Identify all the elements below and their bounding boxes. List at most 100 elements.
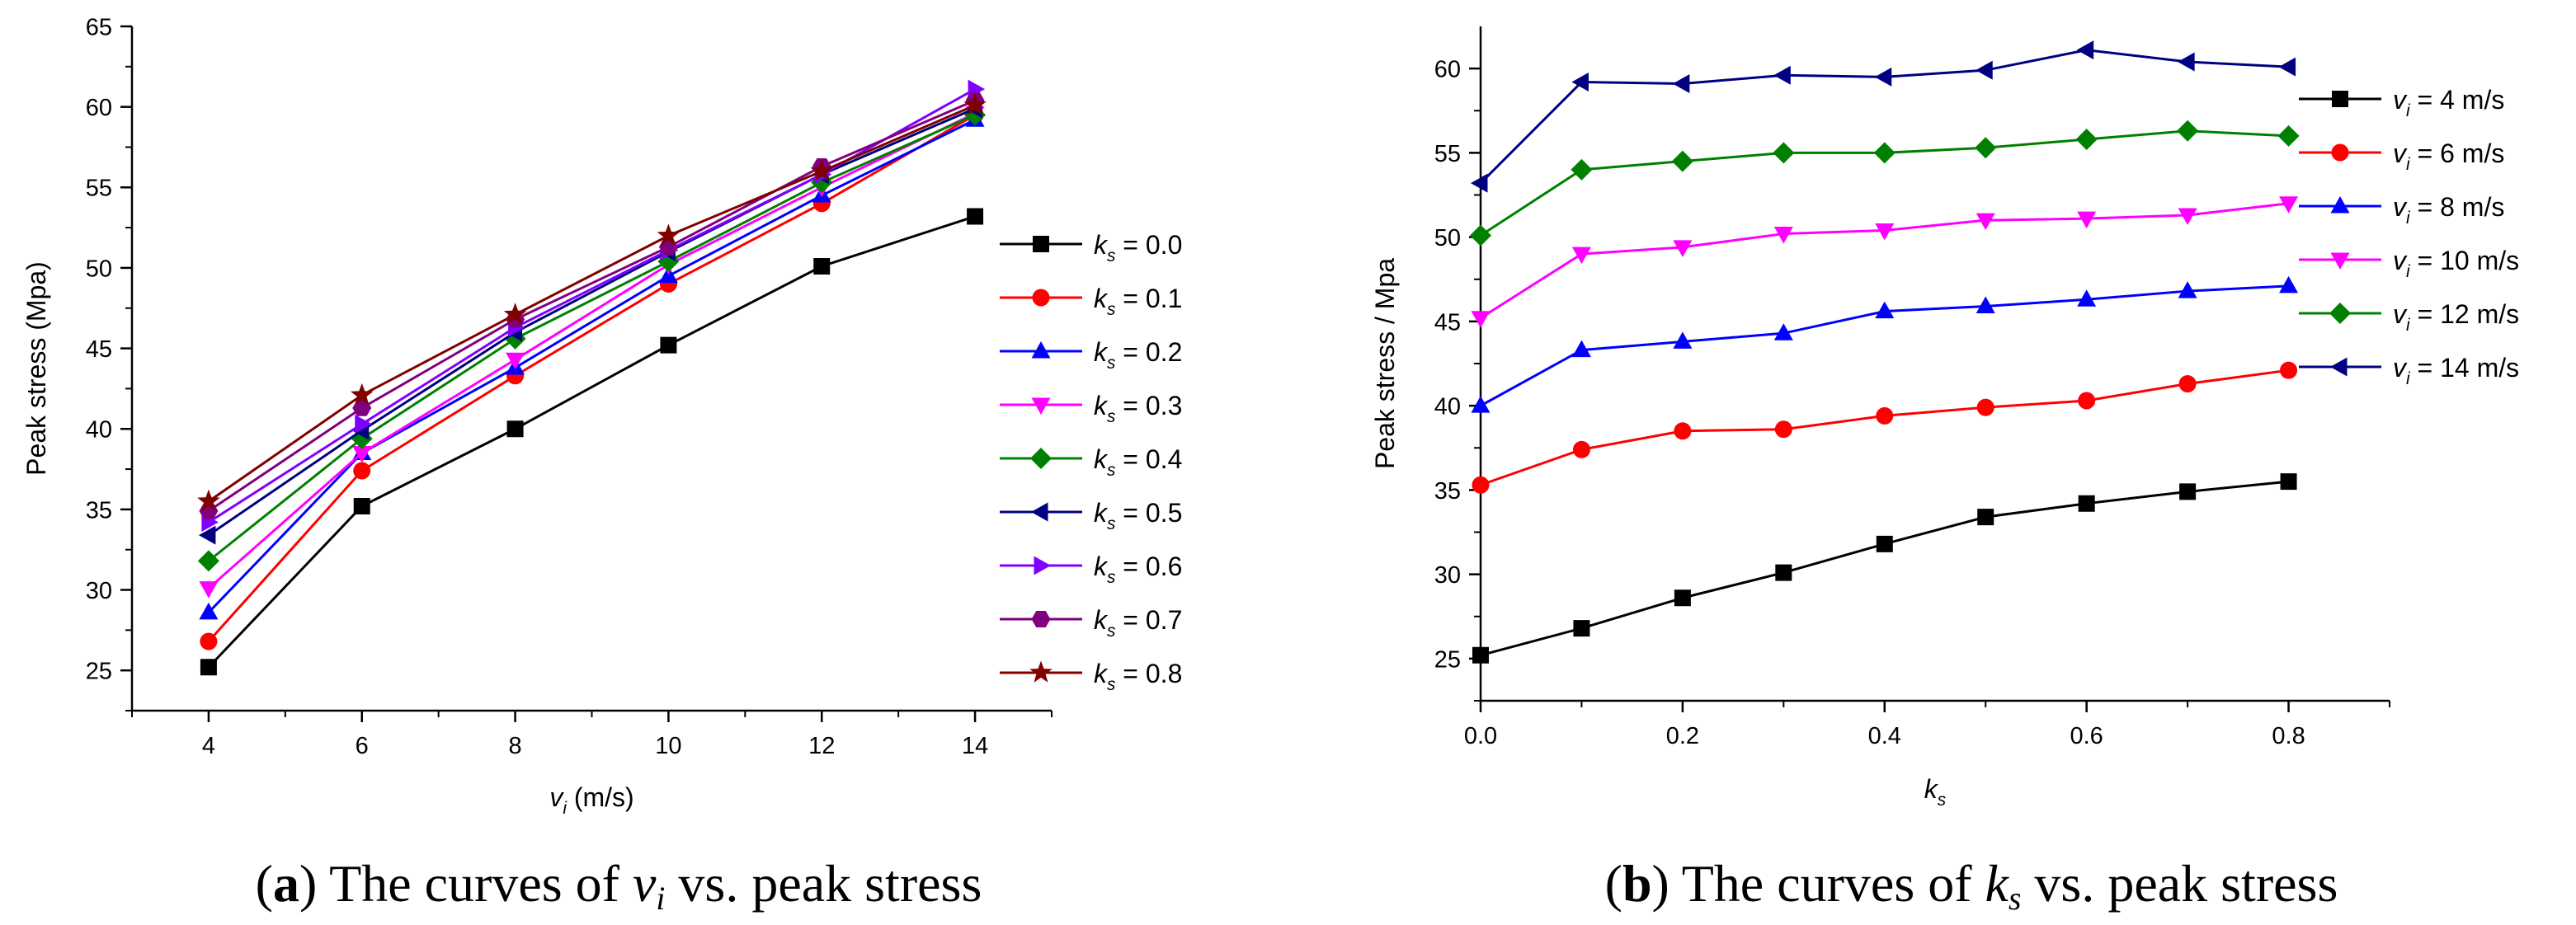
y-tick-label: 55: [86, 176, 112, 202]
series-line: [208, 104, 976, 503]
data-point: [2177, 120, 2199, 142]
data-point: [1773, 227, 1793, 244]
data-point: [1673, 240, 1693, 257]
series-line: [207, 215, 976, 669]
series-0: [1472, 473, 2297, 664]
y-tick-label: 30: [1434, 562, 1461, 589]
legend-marker: [2332, 91, 2348, 107]
data-point: [1775, 564, 1792, 581]
series-0: [200, 208, 984, 676]
data-point: [1674, 589, 1691, 607]
legend-entry: vi = 6 m/s: [2393, 139, 2504, 174]
series-line: [1480, 480, 2289, 657]
x-tick-label: 0.2: [1666, 723, 1699, 749]
series-line: [1480, 202, 2289, 320]
data-point: [1975, 137, 1997, 159]
chart-a: 25 30 35 40 45 50 55 60 65 4 6 8 10 12 14 Peak stress (…: [21, 14, 1182, 818]
data-point: [964, 104, 987, 126]
series-1: [1472, 361, 2298, 494]
legend-marker: [1032, 289, 1050, 307]
legend-marker: [2330, 196, 2350, 214]
data-point: [1571, 247, 1591, 265]
series-line: [207, 114, 976, 562]
data-point: [506, 352, 525, 370]
data-point: [1773, 323, 1793, 340]
x-tick-label: 8: [509, 733, 522, 759]
y-tick-label: 45: [86, 336, 112, 363]
data-point: [503, 303, 527, 325]
series-line: [207, 118, 976, 613]
y-tick-label: 40: [1434, 394, 1461, 420]
series-2: [1471, 275, 2299, 413]
legend-entry: ks = 0.5: [1094, 498, 1182, 533]
data-point: [2178, 208, 2197, 226]
data-point: [1571, 72, 1589, 92]
y-tick-label: 50: [86, 256, 112, 282]
x-axis-label: ks: [1924, 774, 1946, 810]
data-point: [1674, 422, 1692, 440]
legend-entry: ks = 0.2: [1094, 337, 1182, 373]
legend-marker: [1033, 236, 1049, 252]
caption-b: (b) The curves of ks vs. peak stress: [1605, 854, 2338, 917]
legend-marker: [2330, 357, 2348, 377]
series-line: [207, 112, 976, 589]
caption-a: (a) The curves of vi vs. peak stress: [256, 854, 982, 917]
y-tick-label: 25: [1434, 646, 1461, 673]
data-point: [352, 399, 372, 416]
y-axis-label: Peak stress (Mpa): [21, 261, 51, 476]
x-tick-label: 10: [655, 733, 681, 759]
data-point: [1773, 65, 1791, 85]
data-point: [1471, 173, 1488, 193]
data-point: [1876, 535, 1893, 552]
data-point: [1875, 223, 1895, 241]
y-tick-label: 50: [1434, 225, 1461, 251]
series-8: [197, 93, 987, 511]
data-point: [2178, 52, 2195, 72]
legend-marker: [1031, 397, 1051, 415]
data-point: [810, 159, 834, 181]
legend-marker: [1030, 448, 1052, 469]
series-2: [199, 110, 985, 620]
data-point: [1671, 150, 1693, 172]
legend-marker: [1034, 556, 1051, 575]
x-tick-label: 0.0: [1464, 723, 1497, 749]
legend-entry: vi = 4 m/s: [2393, 85, 2504, 120]
y-tick-label: 65: [86, 14, 112, 40]
legend-entry: ks = 0.4: [1094, 444, 1182, 480]
chart-b: 25 30 35 40 45 50 55 60 0.0 0.2 0.4 0.6 0.8 Peak stre…: [1370, 26, 2519, 810]
series-line: [207, 114, 976, 643]
data-point: [2179, 483, 2197, 500]
data-point: [2178, 281, 2197, 298]
data-point: [1774, 420, 1792, 439]
data-point: [200, 632, 218, 650]
data-point: [2277, 124, 2300, 147]
data-point: [198, 525, 216, 545]
series-4: [197, 104, 987, 572]
data-point: [197, 489, 220, 511]
data-point: [199, 581, 219, 599]
legend-marker: [1031, 502, 1048, 522]
legend-entry: vi = 10 m/s: [2393, 246, 2519, 281]
data-point: [1470, 224, 1491, 247]
y-tick-label: 45: [1434, 309, 1461, 336]
legend-marker: [2330, 252, 2350, 270]
y-tick-label: 30: [86, 578, 112, 604]
x-tick-label: 4: [202, 733, 215, 759]
data-point: [2280, 361, 2298, 379]
data-point: [2077, 289, 2097, 307]
data-point: [506, 420, 524, 438]
data-point: [355, 414, 372, 434]
y-tick-label: 40: [86, 417, 112, 444]
data-point: [1976, 398, 1994, 416]
legend-marker: [2331, 143, 2349, 162]
data-point: [1773, 142, 1795, 164]
data-point: [2077, 211, 2097, 229]
series-3: [199, 106, 985, 599]
data-point: [200, 659, 217, 676]
data-point: [1876, 406, 1894, 425]
legend-marker: [1029, 660, 1053, 683]
series-3: [1471, 196, 2299, 328]
x-tick-label: 0.8: [2272, 723, 2305, 749]
data-point: [1976, 296, 1995, 313]
